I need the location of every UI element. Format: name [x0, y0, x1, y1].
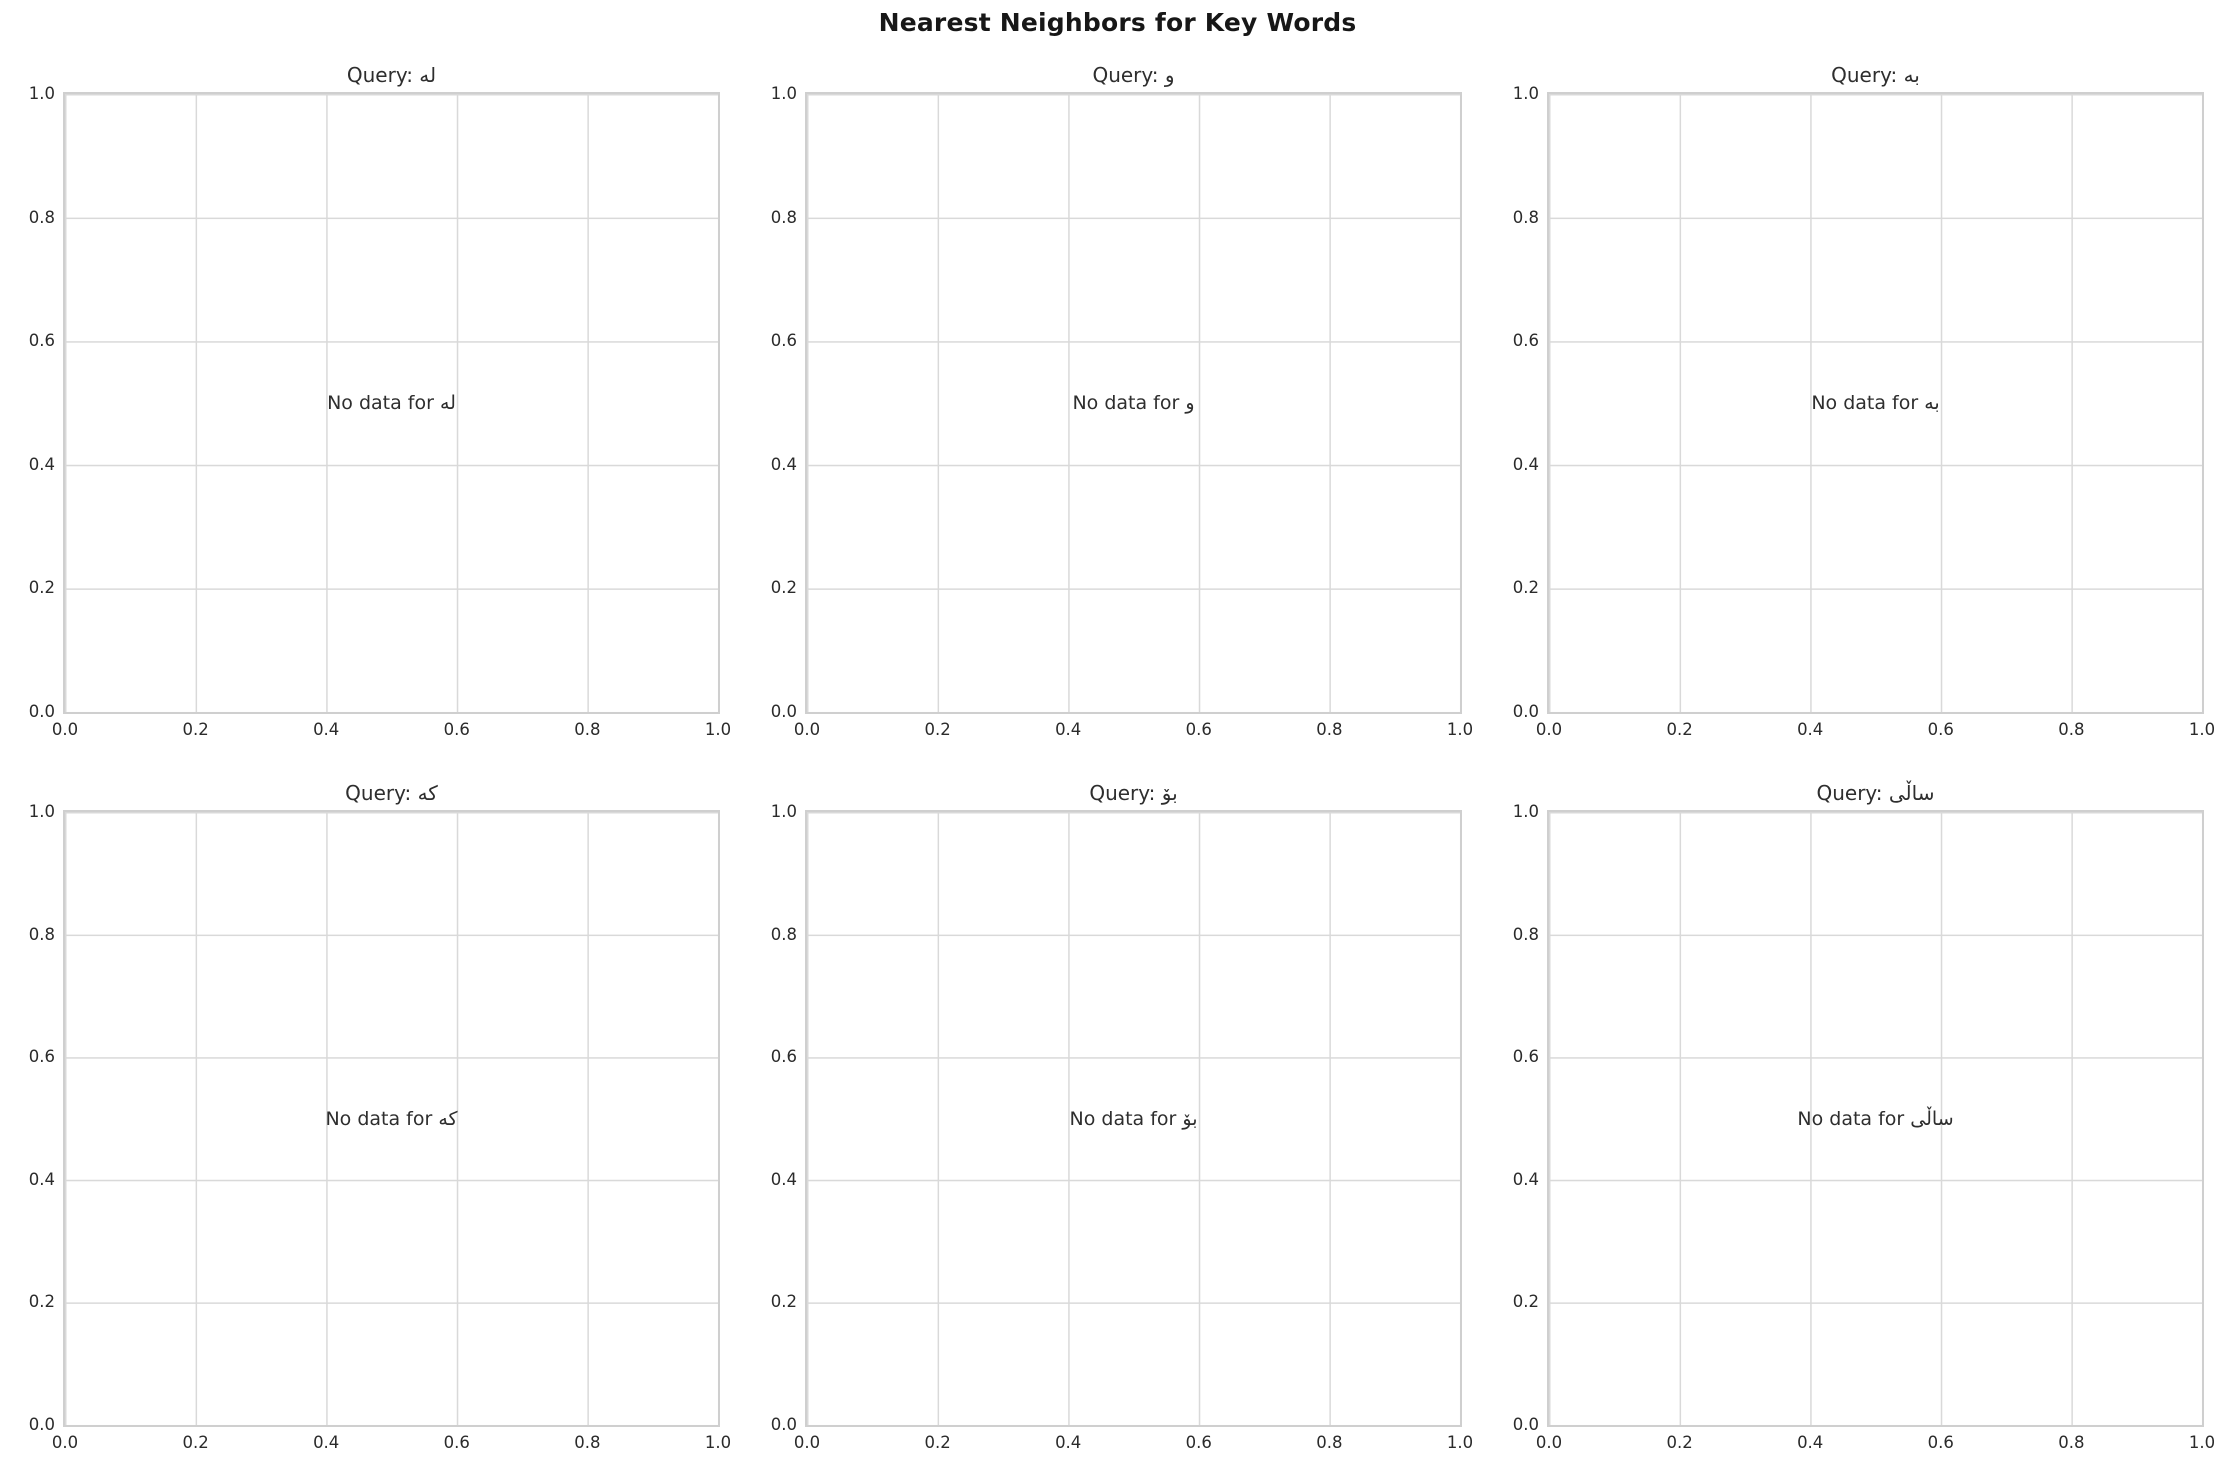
- x-tick-label: 0.0: [793, 1433, 821, 1452]
- y-tick-label: 0.6: [28, 1046, 55, 1066]
- y-tick-label: 1.0: [1512, 801, 1539, 821]
- y-tick-label: 0.0: [28, 701, 55, 721]
- subplot-4-plot-area: Query: کە No data for کە 1.0 0.8 0.6 0.4…: [29, 781, 731, 1451]
- x-tick-label: 1.0: [1446, 1433, 1474, 1452]
- x-tick-label: 0.2: [1666, 1433, 1693, 1452]
- subplot-2-plot-area: Query: و No data for و 1.0 0.8 0.6 0.4 0…: [771, 63, 1473, 738]
- x-tick-label: 1.0: [1446, 720, 1474, 739]
- subplot-2-no-data-label: No data for و: [1072, 392, 1195, 414]
- y-tick-label: 0.8: [28, 924, 55, 944]
- x-tick-label: 0.4: [313, 1433, 340, 1452]
- x-tick-label: 0.6: [1927, 1433, 1954, 1452]
- subplot-4-no-data-label: No data for کە: [325, 1107, 458, 1130]
- subplot-3-title: Query: بە: [1831, 63, 1920, 87]
- subplot-3-no-data-label: No data for بە: [1811, 392, 1940, 414]
- x-tick-label: 0.0: [51, 720, 79, 739]
- x-tick-label: 0.8: [2058, 1433, 2085, 1452]
- x-tick-label: 1.0: [2188, 1433, 2216, 1452]
- y-tick-label: 0.0: [770, 701, 797, 721]
- x-tick-label: 0.8: [574, 720, 601, 739]
- y-tick-label: 0.8: [1512, 207, 1539, 227]
- y-tick-label: 1.0: [28, 83, 55, 103]
- x-tick-label: 0.0: [1535, 720, 1563, 739]
- subplot-1-no-data-label: No data for لە: [327, 392, 456, 414]
- subplot-6-no-data-label: No data for ساڵی: [1797, 1107, 1954, 1130]
- x-tick-label: 0.8: [1316, 1433, 1343, 1452]
- y-tick-label: 0.0: [1512, 1414, 1539, 1434]
- x-tick-label: 0.2: [1666, 720, 1693, 739]
- x-tick-label: 0.2: [182, 720, 209, 739]
- x-tick-label: 0.8: [2058, 720, 2085, 739]
- y-tick-label: 1.0: [28, 801, 55, 821]
- x-tick-label: 0.4: [1797, 1433, 1824, 1452]
- subplot-6-title: Query: ساڵی: [1816, 781, 1935, 805]
- y-tick-label: 0.0: [770, 1414, 797, 1434]
- y-tick-label: 0.2: [1512, 578, 1539, 598]
- y-tick-label: 0.8: [28, 207, 55, 227]
- x-tick-label: 0.4: [1055, 1433, 1082, 1452]
- y-tick-label: 0.6: [770, 330, 797, 350]
- y-tick-label: 0.6: [28, 330, 55, 350]
- x-tick-label: 0.0: [1535, 1433, 1563, 1452]
- subplot-5-plot-area: Query: بۆ No data for بۆ 1.0 0.8 0.6 0.4…: [771, 781, 1473, 1451]
- y-tick-label: 0.2: [770, 578, 797, 598]
- x-tick-label: 1.0: [704, 1433, 732, 1452]
- y-tick-label: 0.2: [28, 1292, 55, 1312]
- subplot-3-plot-area: Query: بە No data for بە 1.0 0.8 0.6 0.4…: [1513, 63, 2215, 738]
- x-tick-label: 0.6: [443, 720, 470, 739]
- x-tick-label: 0.6: [1185, 720, 1212, 739]
- y-tick-label: 0.2: [770, 1292, 797, 1312]
- x-tick-label: 0.0: [793, 720, 821, 739]
- x-tick-label: 0.2: [924, 720, 951, 739]
- subplot-5-title: Query: بۆ: [1089, 781, 1178, 805]
- x-tick-label: 0.6: [443, 1433, 470, 1452]
- x-tick-label: 0.6: [1927, 720, 1954, 739]
- y-tick-label: 0.6: [1512, 330, 1539, 350]
- x-tick-label: 1.0: [2188, 720, 2216, 739]
- x-tick-label: 1.0: [704, 720, 732, 739]
- x-tick-label: 0.4: [1055, 720, 1082, 739]
- subplot-6-plot-area: Query: ساڵی No data for ساڵی 1.0 0.8 0.6…: [1513, 781, 2215, 1451]
- x-tick-label: 0.2: [924, 1433, 951, 1452]
- x-tick-label: 0.0: [51, 1433, 79, 1452]
- y-tick-label: 0.4: [28, 454, 55, 474]
- y-tick-label: 0.6: [770, 1046, 797, 1066]
- figure-title: Nearest Neighbors for Key Words: [878, 8, 1357, 37]
- y-tick-label: 0.6: [1512, 1046, 1539, 1066]
- x-tick-label: 0.2: [182, 1433, 209, 1452]
- subplot-1-title: Query: لە: [346, 63, 437, 87]
- subplot-1-plot-area: Query: لە No data for لە 1.0 0.8 0.6 0.4…: [29, 63, 731, 738]
- y-tick-label: 0.4: [770, 454, 797, 474]
- x-tick-label: 0.4: [1797, 720, 1824, 739]
- x-tick-label: 0.6: [1185, 1433, 1212, 1452]
- y-tick-label: 0.0: [28, 1414, 55, 1434]
- x-tick-label: 0.8: [1316, 720, 1343, 739]
- x-tick-label: 0.4: [313, 720, 340, 739]
- y-tick-label: 0.8: [770, 207, 797, 227]
- y-tick-label: 0.8: [1512, 924, 1539, 944]
- subplot-2-title: Query: و: [1092, 63, 1175, 87]
- subplot-4-title: Query: کە: [345, 781, 438, 805]
- y-tick-label: 0.0: [1512, 701, 1539, 721]
- x-tick-label: 0.8: [574, 1433, 601, 1452]
- y-tick-label: 1.0: [770, 83, 797, 103]
- y-tick-label: 0.8: [770, 924, 797, 944]
- y-tick-label: 0.4: [770, 1169, 797, 1189]
- y-tick-label: 0.2: [28, 578, 55, 598]
- y-tick-label: 0.4: [28, 1169, 55, 1189]
- subplot-5-no-data-label: No data for بۆ: [1069, 1107, 1198, 1130]
- y-tick-label: 1.0: [1512, 83, 1539, 103]
- y-tick-label: 0.2: [1512, 1292, 1539, 1312]
- y-tick-label: 1.0: [770, 801, 797, 821]
- y-tick-label: 0.4: [1512, 454, 1539, 474]
- y-tick-label: 0.4: [1512, 1169, 1539, 1189]
